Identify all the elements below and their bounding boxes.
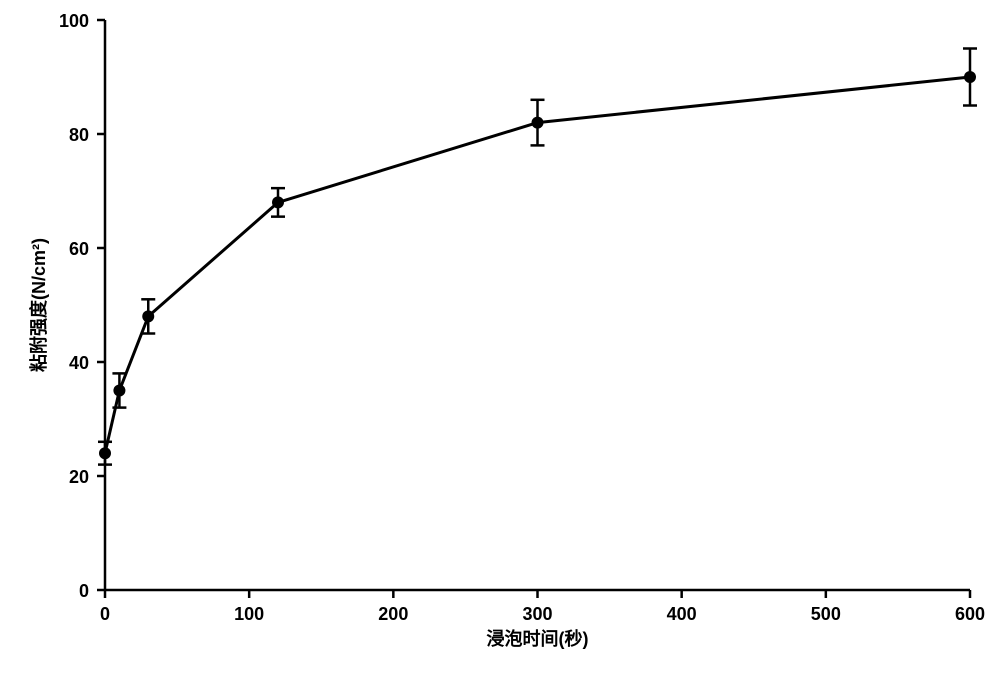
data-point bbox=[532, 117, 544, 129]
y-tick-label: 40 bbox=[69, 353, 89, 373]
x-tick-label: 600 bbox=[955, 604, 985, 624]
y-tick-label: 20 bbox=[69, 467, 89, 487]
x-tick-label: 200 bbox=[378, 604, 408, 624]
data-point bbox=[964, 71, 976, 83]
data-point bbox=[142, 310, 154, 322]
chart-background bbox=[0, 0, 1000, 675]
data-point bbox=[272, 196, 284, 208]
x-tick-label: 500 bbox=[811, 604, 841, 624]
x-axis-label: 浸泡时间(秒) bbox=[487, 628, 589, 649]
x-tick-label: 400 bbox=[667, 604, 697, 624]
y-tick-label: 100 bbox=[59, 11, 89, 31]
data-point bbox=[113, 385, 125, 397]
x-tick-label: 100 bbox=[234, 604, 264, 624]
chart-svg: 0 100 200 300 400 500 600 0 20 40 60 80 100 浸泡时间(秒) 粘附… bbox=[0, 0, 1000, 675]
data-point bbox=[99, 447, 111, 459]
x-tick-label: 0 bbox=[100, 604, 110, 624]
y-axis-label: 粘附强度(N/cm²) bbox=[28, 238, 49, 372]
y-tick-label: 60 bbox=[69, 239, 89, 259]
adhesion-chart: 0 100 200 300 400 500 600 0 20 40 60 80 100 浸泡时间(秒) 粘附… bbox=[0, 0, 1000, 675]
x-tick-label: 300 bbox=[522, 604, 552, 624]
y-tick-label: 80 bbox=[69, 125, 89, 145]
y-tick-label: 0 bbox=[79, 581, 89, 601]
